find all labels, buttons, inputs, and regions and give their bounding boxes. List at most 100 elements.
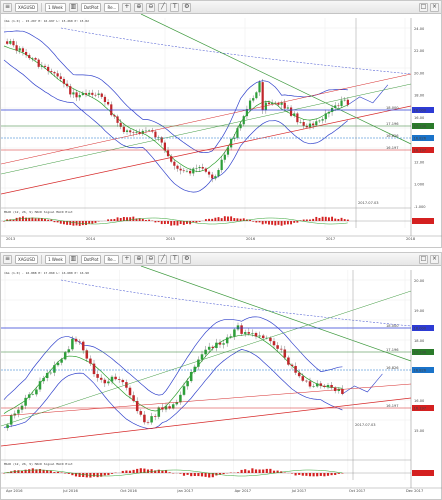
candle-body (18, 48, 21, 51)
macd-histogram-bar (170, 221, 173, 226)
macd-histogram-bar (125, 470, 128, 473)
zoom-in-icon[interactable]: ⊕ (134, 2, 144, 12)
settings-icon[interactable]: ⚙ (182, 254, 192, 264)
price-tag-label: 18.000 (414, 108, 427, 112)
indicator-menu[interactable]: Re... (104, 254, 120, 264)
macd-legend: MACD (12, 26, 9) MACD Signal MACD Hist (4, 210, 73, 214)
candle-body (128, 387, 132, 396)
macd-histogram-bar (186, 221, 188, 224)
price-tag (412, 147, 434, 153)
macd-histogram-bar (230, 216, 233, 221)
macd-histogram-bar (294, 473, 297, 476)
macd-histogram-bar (154, 221, 157, 223)
candle-body (258, 335, 261, 337)
zoom-in-icon[interactable]: ⊕ (134, 254, 144, 264)
tool-selector[interactable]: DotPlot (80, 2, 102, 12)
bollinger-lower (3, 349, 343, 429)
symbol-selector[interactable]: XAGUSD (15, 2, 39, 12)
candle-body (103, 96, 107, 102)
moving-average (3, 45, 348, 172)
candle-body (226, 147, 230, 155)
candle-body (283, 102, 286, 109)
maximize-icon[interactable]: □ (419, 2, 428, 12)
trendline-green-up (1, 83, 412, 175)
line-tool-icon[interactable]: ╱ (158, 2, 168, 12)
candle-body (261, 335, 265, 339)
period-selector[interactable]: 1 Week (45, 2, 66, 12)
menu-icon[interactable]: ≡ (3, 2, 12, 12)
crosshair-icon[interactable]: + (122, 254, 132, 264)
crosshair-icon[interactable]: + (122, 2, 132, 12)
text-tool-icon[interactable]: T (170, 254, 180, 264)
macd-histogram-bar (44, 218, 46, 221)
macd-histogram-bar (290, 221, 293, 225)
text-tool-icon[interactable]: T (170, 2, 180, 12)
candle-body (173, 161, 176, 166)
tool-selector[interactable]: DotPlot (80, 254, 102, 264)
macd-histogram-bar (176, 221, 179, 226)
y-tick-label: 22.00 (414, 49, 425, 53)
macd-histogram-bar (204, 473, 207, 477)
candle-body (305, 380, 308, 382)
macd-histogram-bar (271, 221, 274, 225)
macd-histogram-bar (318, 217, 321, 221)
macd-histogram-bar (96, 473, 99, 478)
macd-histogram-bar (189, 221, 192, 225)
price-chart-top[interactable]: XAG (1.0) · 15.297 H: 16.697 L: 15.260 P… (1, 14, 442, 248)
candle-body (236, 128, 239, 138)
macd-histogram-bar (186, 473, 189, 475)
price-chart-bottom[interactable]: XAG (1.0) · 16.888 H: 17.060 L: 16.680 P… (1, 266, 442, 500)
level-label: 17.196 (386, 122, 399, 126)
chart-panel-top[interactable]: ≡ XAGUSD 1 Week ▥ DotPlot Re... + ⊕ ⊖ ╱ … (0, 0, 442, 248)
y-tick-label: 20.00 (414, 71, 425, 75)
macd-histogram-bar (132, 216, 135, 221)
menu-icon[interactable]: ≡ (3, 254, 12, 264)
candle-body (324, 113, 327, 120)
candle-body (17, 409, 20, 414)
candle-body (72, 92, 75, 95)
candle-body (217, 170, 220, 177)
candle-body (62, 78, 66, 84)
macd-histogram-bar (31, 468, 34, 473)
y-tick-label: 12.00 (414, 160, 425, 164)
candle-body (248, 100, 252, 110)
candle-body (35, 389, 38, 395)
y-tick-label: 18.00 (414, 339, 425, 343)
chart-type-icon[interactable]: ▥ (68, 254, 78, 264)
macd-histogram-bar (160, 221, 163, 225)
candle-body (279, 348, 283, 350)
x-tick-label: Dec 2017 (406, 489, 423, 493)
candle-body (286, 107, 290, 109)
candle-body (135, 132, 138, 133)
chart-toolbar-bottom: ≡ XAGUSD 1 Week ▥ DotPlot Re... + ⊕ ⊖ ╱ … (1, 253, 441, 266)
candle-body (9, 41, 12, 44)
macd-histogram-bar (337, 473, 340, 474)
indicator-menu[interactable]: Re... (104, 2, 120, 12)
macd-histogram-bar (167, 221, 169, 224)
macd-histogram-bar (56, 221, 59, 223)
price-tag (412, 367, 434, 373)
line-tool-icon[interactable]: ╱ (158, 254, 168, 264)
macd-value-tag (412, 218, 434, 224)
x-tick-label: 2015 (166, 237, 175, 241)
chart-panel-bottom[interactable]: ≡ XAGUSD 1 Week ▥ DotPlot Re... + ⊕ ⊖ ╱ … (0, 252, 442, 500)
zoom-out-icon[interactable]: ⊖ (146, 254, 156, 264)
zoom-out-icon[interactable]: ⊖ (146, 2, 156, 12)
macd-histogram-bar (78, 473, 81, 477)
period-selector[interactable]: 1 Week (45, 254, 66, 264)
symbol-selector[interactable]: XAGUSD (15, 254, 39, 264)
settings-icon[interactable]: ⚙ (182, 2, 192, 12)
chart-type-icon[interactable]: ▥ (68, 2, 78, 12)
candle-body (319, 383, 323, 386)
candle-body (56, 362, 60, 366)
macd-histogram-bar (293, 221, 296, 223)
candle-body (88, 92, 91, 95)
close-icon[interactable]: × (430, 254, 439, 264)
candle-body (34, 58, 37, 60)
candle-body (21, 48, 25, 52)
maximize-icon[interactable]: □ (419, 254, 428, 264)
close-icon[interactable]: × (430, 2, 439, 12)
candle-body (100, 93, 103, 97)
macd-histogram-bar (75, 221, 78, 226)
candle-body (161, 407, 164, 410)
